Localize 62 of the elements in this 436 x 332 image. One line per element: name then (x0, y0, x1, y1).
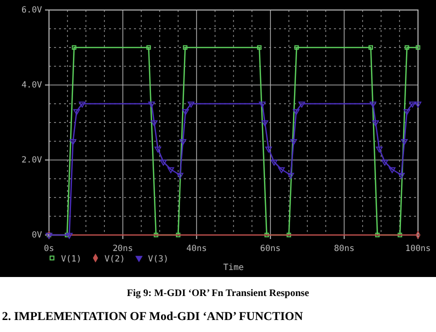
x-tick-label: 100ns (405, 244, 431, 254)
point (401, 139, 408, 146)
point (414, 102, 422, 108)
point (368, 45, 373, 50)
point (372, 120, 379, 126)
point (286, 232, 292, 238)
point (375, 232, 380, 238)
point (264, 232, 269, 238)
point (265, 146, 272, 153)
point (72, 45, 76, 50)
text: Fig 9: M-GDI ‘OR’ Fn Transient Response (126, 288, 310, 299)
point (404, 109, 410, 116)
y-tick-label: 6.0V (22, 6, 42, 16)
point (154, 232, 158, 238)
point (73, 109, 80, 116)
point (298, 102, 306, 108)
point (398, 232, 402, 238)
point (404, 45, 410, 50)
point (388, 167, 396, 174)
point (154, 146, 162, 153)
legend-label: V(1) (61, 254, 82, 264)
x-tick-label: 20ns (112, 244, 134, 254)
point (290, 139, 297, 146)
point (294, 45, 299, 50)
point (167, 167, 174, 174)
x-tick-label: 60ns (260, 244, 281, 254)
point (287, 172, 294, 179)
y-tick-label: 4.0V (22, 80, 42, 91)
point (160, 160, 167, 166)
point (370, 102, 376, 108)
point (278, 167, 285, 174)
point (176, 172, 184, 179)
point (188, 102, 194, 108)
point (148, 102, 155, 108)
point (376, 146, 383, 153)
point (182, 45, 188, 50)
point (146, 45, 151, 50)
point (262, 120, 268, 126)
point (270, 160, 278, 166)
point (66, 232, 73, 239)
x-tick-label: 0s (44, 244, 54, 254)
point (70, 139, 76, 146)
x-tick-label: 40ns (186, 244, 207, 254)
point (258, 102, 266, 108)
point (78, 102, 86, 108)
text: 2. IMPLEMENTATION OF Mod-GDI ‘AND’ FUNCTION (2, 309, 304, 323)
x-tick-label: 80ns (334, 244, 354, 254)
point (180, 139, 186, 146)
y-tick-label: 0V (32, 230, 42, 241)
point (150, 120, 158, 126)
point (416, 45, 420, 50)
point (176, 232, 180, 238)
x-axis-title: Time (223, 263, 244, 273)
point (398, 172, 405, 179)
point (381, 160, 388, 166)
point (257, 45, 262, 50)
legend-label: V(2) (104, 254, 125, 264)
legend-label: V(3) (148, 254, 168, 264)
y-tick-label: 2.0V (22, 156, 42, 166)
point (292, 109, 300, 116)
point (182, 109, 189, 116)
point (409, 102, 416, 108)
